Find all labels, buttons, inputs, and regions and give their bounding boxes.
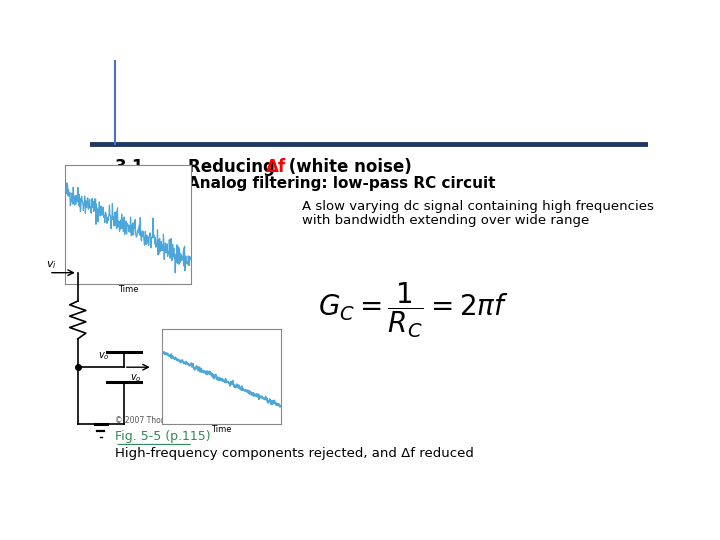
Text: 3.1.1: 3.1.1 [115,176,158,191]
Text: © 2007 Thomson Higher Education: © 2007 Thomson Higher Education [115,416,251,425]
Text: A slow varying dc signal containing high frequencies: A slow varying dc signal containing high… [302,200,654,213]
Text: Reducing: Reducing [188,158,280,176]
Text: Fig. 5-5 (p.115): Fig. 5-5 (p.115) [115,430,211,443]
Text: $v_o$: $v_o$ [199,342,212,354]
Text: with bandwidth extending over wide range: with bandwidth extending over wide range [302,214,589,227]
Text: $v_i$: $v_i$ [45,259,56,271]
Text: (white noise): (white noise) [282,158,411,176]
Text: Δf: Δf [266,158,286,176]
X-axis label: Time: Time [117,285,138,294]
Text: Analog filtering: low-pass RC circuit: Analog filtering: low-pass RC circuit [188,176,495,191]
Text: $v_i$: $v_i$ [126,235,137,247]
Text: $v_o$: $v_o$ [130,373,141,384]
Text: $G_C = \dfrac{1}{R_C} = 2\pi f$: $G_C = \dfrac{1}{R_C} = 2\pi f$ [318,280,509,340]
Text: High-frequency components rejected, and Δf reduced: High-frequency components rejected, and … [115,447,474,460]
Text: 3.1: 3.1 [115,158,145,176]
X-axis label: Time: Time [211,426,232,434]
Text: $v_o$: $v_o$ [99,350,110,362]
